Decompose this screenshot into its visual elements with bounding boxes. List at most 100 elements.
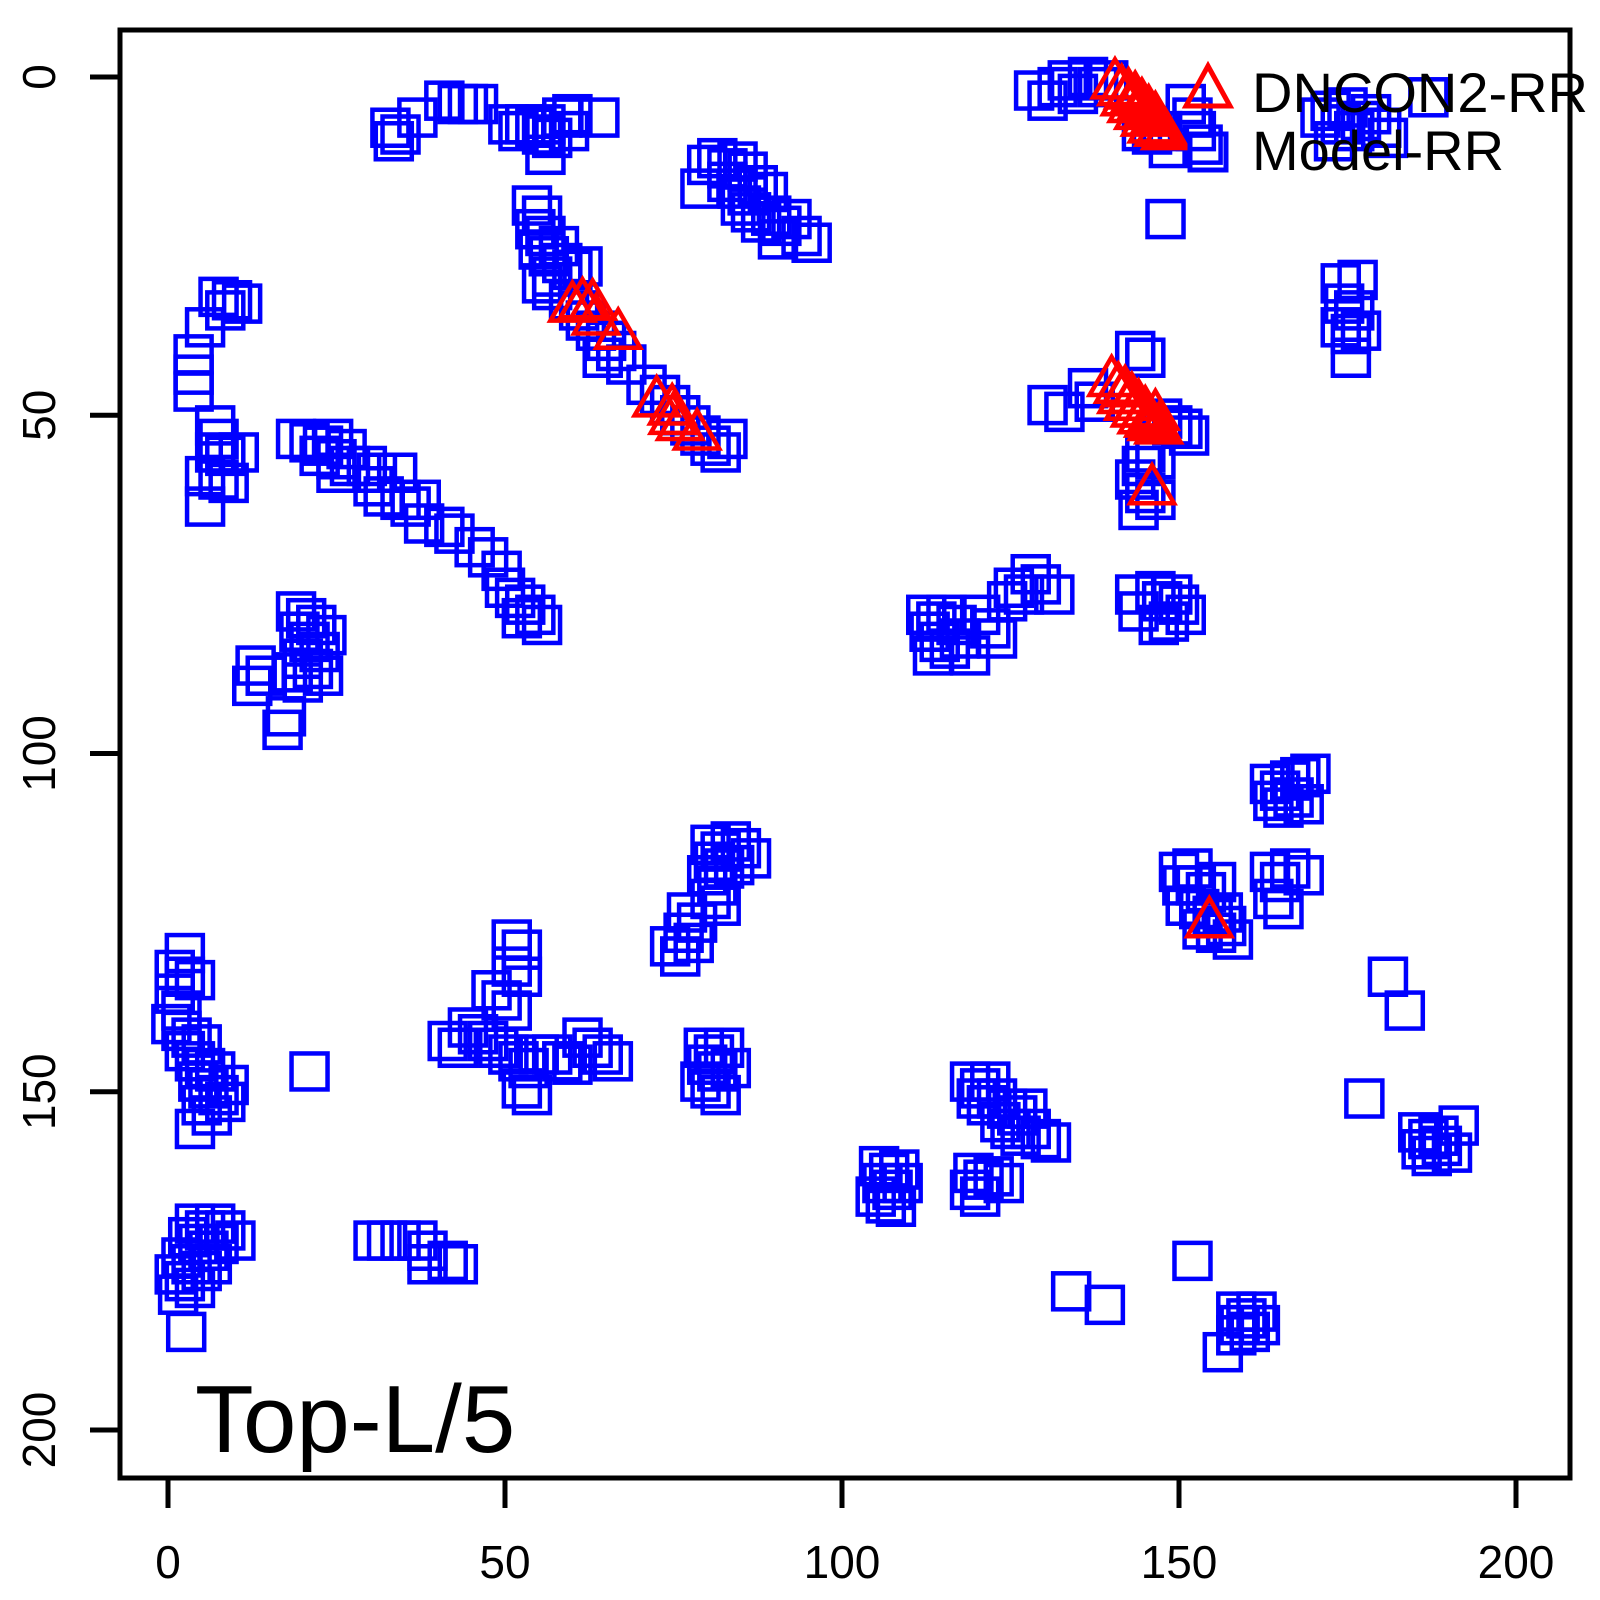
model-rr-point [1438,1105,1479,1146]
model-rr-point [1239,1304,1281,1346]
model-rr-point [1367,117,1409,159]
model-rr-point [181,1085,222,1126]
model-rr-point [1202,1331,1244,1373]
model-rr-point [626,364,667,406]
model-rr-point [781,215,822,257]
y-tick-label: 0 [13,64,65,90]
dncon2-rr-point [592,305,645,350]
axis-ticks: 0 50 100 150 200 0 50 100 150 200 [13,64,1554,1588]
model-rr-point [400,479,441,521]
model-rr-point [353,466,394,507]
model-rr-point [1431,1132,1473,1173]
model-rr-point [757,219,799,260]
model-rr-point [302,425,344,466]
model-rr-point [1114,330,1156,372]
model-rr-point [659,936,701,977]
dncon2-rr-point [570,290,622,336]
model-rr-point [649,926,691,967]
model-rr-point [481,980,522,1021]
model-rr-point [491,919,532,960]
model-rr-point [1367,956,1409,997]
model-rr-point [592,1041,634,1082]
y-tick-label: 150 [13,1053,65,1130]
x-tick-label: 0 [155,1536,181,1588]
model-rr-point [511,1074,553,1116]
model-rr-point [457,83,499,125]
model-rr-point [1330,313,1372,355]
model-rr-point [582,1034,623,1075]
model-rr-point [993,567,1035,609]
model-rr-point [1013,70,1055,111]
legend-triangle-icon [1181,60,1235,109]
model-rr-point [1050,1271,1092,1312]
dncon2-rr-point [1132,399,1185,445]
model-rr-point [215,1220,256,1261]
model-rr-point [437,1244,479,1285]
model-rr-point [198,276,239,318]
model-rr-point [663,912,704,954]
model-rr-point [1205,905,1247,947]
model-rr-point [1283,783,1324,825]
model-rr-point [171,1017,212,1058]
model-rr-point [508,1047,549,1089]
dncon2-rr-point [1132,102,1185,147]
model-rr-point [791,222,832,263]
model-rr-point [1212,919,1254,960]
model-rr-point [1384,990,1426,1031]
model-rr-point [1313,121,1355,162]
model-rr-point [1229,1311,1271,1353]
model-rr-point [690,1068,731,1109]
model-rr-point [184,455,226,497]
model-rr-point [194,432,236,473]
legend-label-dncon2-rr: DNCON2-RR [1252,61,1588,124]
plot-border [117,27,1573,1481]
model-rr-point [865,1183,907,1224]
model-rr-point [1253,878,1294,920]
model-rr-point [1145,198,1186,240]
model-rr-point [232,665,273,707]
model-rr-point [1408,77,1449,118]
dncon2-rr-point [1126,460,1178,506]
x-tick-label: 50 [479,1536,530,1588]
model-rr-point [501,1068,543,1109]
model-rr-point [690,878,731,920]
model-rr-point [235,645,276,686]
x-tick-label: 100 [804,1536,881,1588]
model-rr-point [265,696,307,737]
model-rr-point [1044,391,1085,433]
model-rr-point [424,80,465,121]
model-rr-point [700,432,741,473]
model-rr-point [912,635,954,676]
model-rr-point [1034,574,1075,615]
y-tick-label: 200 [13,1392,65,1469]
model-rr-point [1148,601,1190,642]
model-rr-point [1030,1122,1072,1163]
y-tick-label: 100 [13,715,65,792]
legend-square-icon [1187,131,1229,173]
model-rr-point [515,594,556,636]
model-rr-point [973,1156,1014,1197]
model-rr-point [174,1108,216,1150]
model-rr-point [427,1020,468,1062]
model-rr-point [700,1074,741,1116]
model-rr-point [1020,1118,1062,1160]
model-rr-point [173,371,214,412]
model-rr-point [1172,1240,1213,1282]
model-rr-point [525,134,566,176]
model-rr-point [680,168,721,209]
model-rr-point [1290,753,1331,795]
model-rr-point [205,1081,246,1123]
model-rr-point [165,1311,207,1353]
legend-label-model-rr: Model-RR [1252,119,1504,182]
y-tick-label: 50 [13,390,65,441]
dncon2-rr-point [646,390,699,436]
model-rr-point [427,1240,468,1282]
model-rr-point [983,1162,1025,1204]
model-rr-point [373,121,415,162]
model-rr-point [1125,337,1166,378]
model-rr-point [673,922,714,964]
model-rr-point [437,1027,479,1069]
model-rr-point [173,334,214,375]
